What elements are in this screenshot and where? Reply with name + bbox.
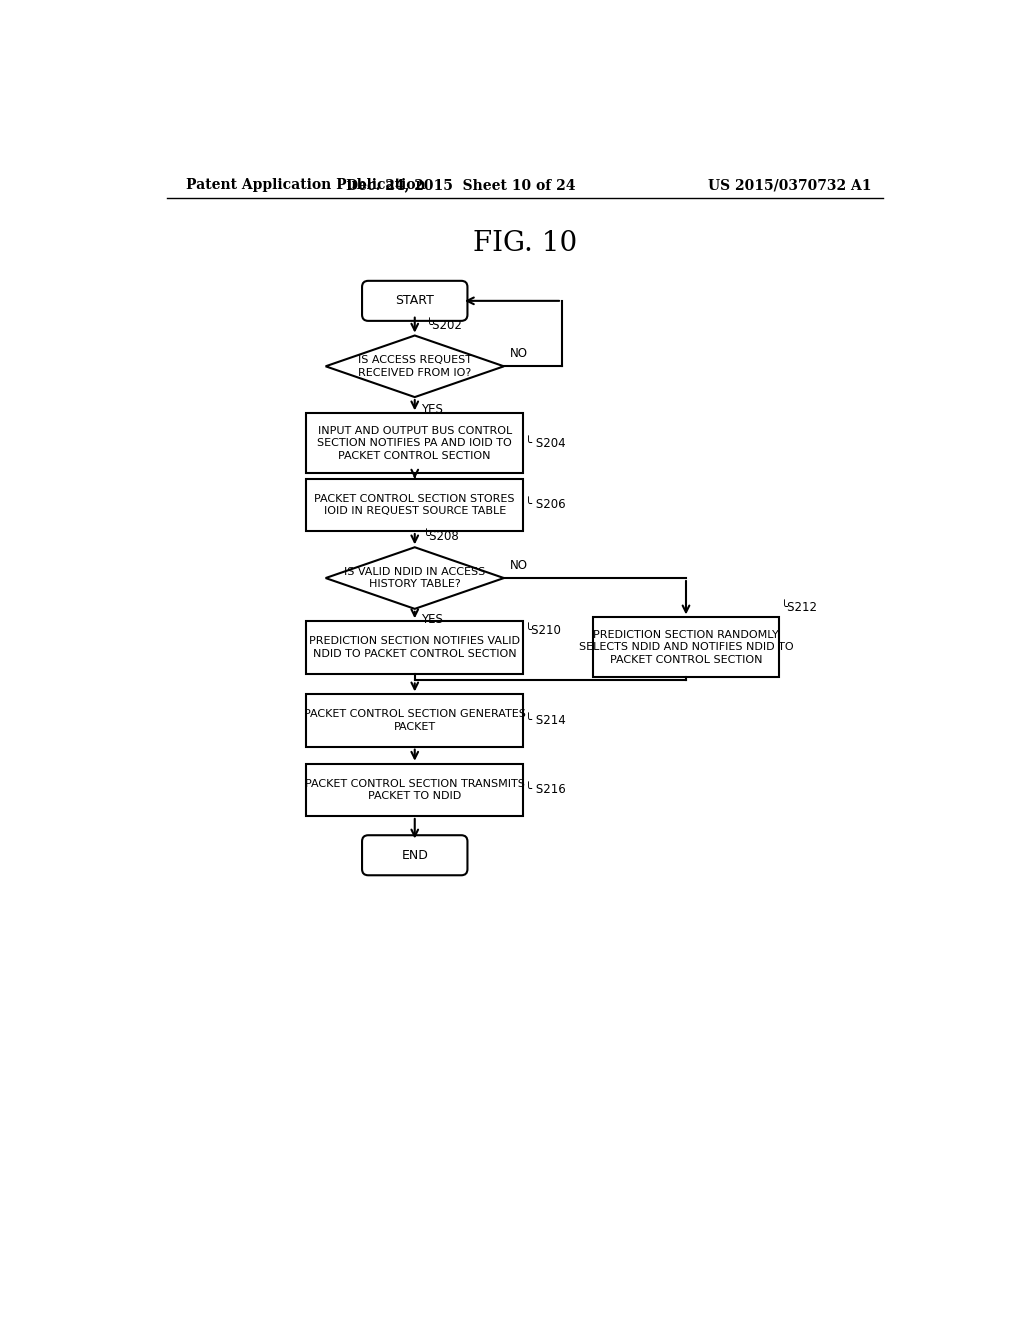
Text: PACKET CONTROL SECTION STORES
IOID IN REQUEST SOURCE TABLE: PACKET CONTROL SECTION STORES IOID IN RE… (314, 494, 515, 516)
Text: ╰ S216: ╰ S216 (524, 783, 565, 796)
Text: ╰ S204: ╰ S204 (524, 437, 565, 450)
Text: ╰S208: ╰S208 (423, 531, 459, 544)
Bar (306, 622, 523, 673)
Text: START: START (395, 294, 434, 308)
FancyBboxPatch shape (362, 836, 467, 875)
Bar (306, 694, 523, 747)
Text: ╰S212: ╰S212 (780, 601, 817, 614)
Text: PREDICTION SECTION RANDOMLY
SELECTS NDID AND NOTIFIES NDID TO
PACKET CONTROL SEC: PREDICTION SECTION RANDOMLY SELECTS NDID… (579, 630, 794, 665)
Text: PREDICTION SECTION NOTIFIES VALID
NDID TO PACKET CONTROL SECTION: PREDICTION SECTION NOTIFIES VALID NDID T… (309, 636, 520, 659)
FancyBboxPatch shape (362, 281, 467, 321)
Bar (306, 479, 523, 531)
Text: ╰ S206: ╰ S206 (524, 499, 565, 511)
Text: IS VALID NDID IN ACCESS
HISTORY TABLE?: IS VALID NDID IN ACCESS HISTORY TABLE? (344, 566, 485, 589)
Polygon shape (326, 335, 504, 397)
Text: INPUT AND OUTPUT BUS CONTROL
SECTION NOTIFIES PA AND IOID TO
PACKET CONTROL SECT: INPUT AND OUTPUT BUS CONTROL SECTION NOT… (317, 426, 512, 461)
Text: Patent Application Publication: Patent Application Publication (186, 178, 426, 193)
Text: ╰ S214: ╰ S214 (524, 714, 565, 727)
Text: US 2015/0370732 A1: US 2015/0370732 A1 (709, 178, 872, 193)
Text: YES: YES (421, 404, 442, 416)
Bar (306, 763, 523, 816)
Text: YES: YES (421, 614, 442, 627)
Text: Dec. 24, 2015  Sheet 10 of 24: Dec. 24, 2015 Sheet 10 of 24 (346, 178, 575, 193)
Text: END: END (401, 849, 428, 862)
Text: PACKET CONTROL SECTION GENERATES
PACKET: PACKET CONTROL SECTION GENERATES PACKET (304, 709, 525, 731)
Text: FIG. 10: FIG. 10 (473, 230, 577, 256)
Bar (306, 413, 523, 474)
Polygon shape (326, 548, 504, 609)
Text: PACKET CONTROL SECTION TRANSMITS
PACKET TO NDID: PACKET CONTROL SECTION TRANSMITS PACKET … (305, 779, 524, 801)
Text: ╰S202: ╰S202 (426, 318, 463, 331)
Text: IS ACCESS REQUEST
RECEIVED FROM IO?: IS ACCESS REQUEST RECEIVED FROM IO? (357, 355, 472, 378)
Text: ╰S210: ╰S210 (524, 623, 562, 636)
Bar (593, 618, 779, 677)
Text: NO: NO (510, 558, 528, 572)
Text: NO: NO (510, 347, 528, 360)
